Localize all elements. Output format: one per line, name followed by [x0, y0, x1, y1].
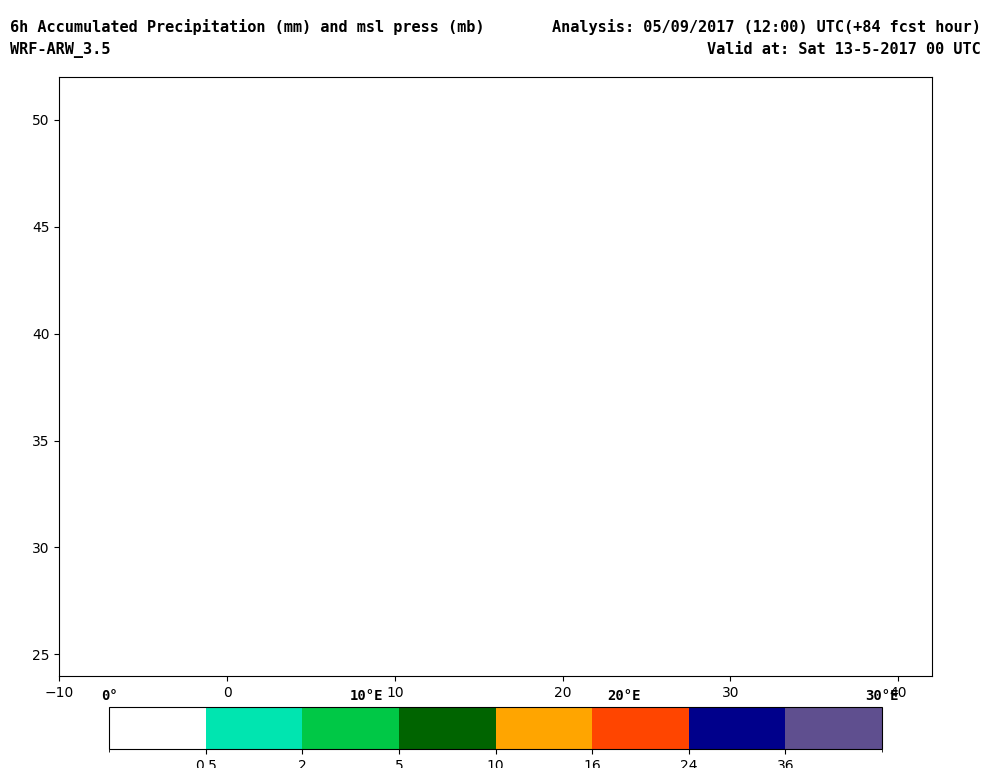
Text: 6h Accumulated Precipitation (mm) and msl press (mb): 6h Accumulated Precipitation (mm) and ms…	[10, 19, 485, 35]
Text: 30°E: 30°E	[865, 689, 899, 703]
Text: Analysis: 05/09/2017 (12:00) UTC(+84 fcst hour): Analysis: 05/09/2017 (12:00) UTC(+84 fcs…	[552, 19, 981, 35]
Text: Valid at: Sat 13-5-2017 00 UTC: Valid at: Sat 13-5-2017 00 UTC	[708, 42, 981, 58]
Text: 0°: 0°	[101, 689, 117, 703]
Text: WRF-ARW_3.5: WRF-ARW_3.5	[10, 42, 110, 58]
Text: 20°E: 20°E	[607, 689, 641, 703]
Text: 10°E: 10°E	[350, 689, 384, 703]
